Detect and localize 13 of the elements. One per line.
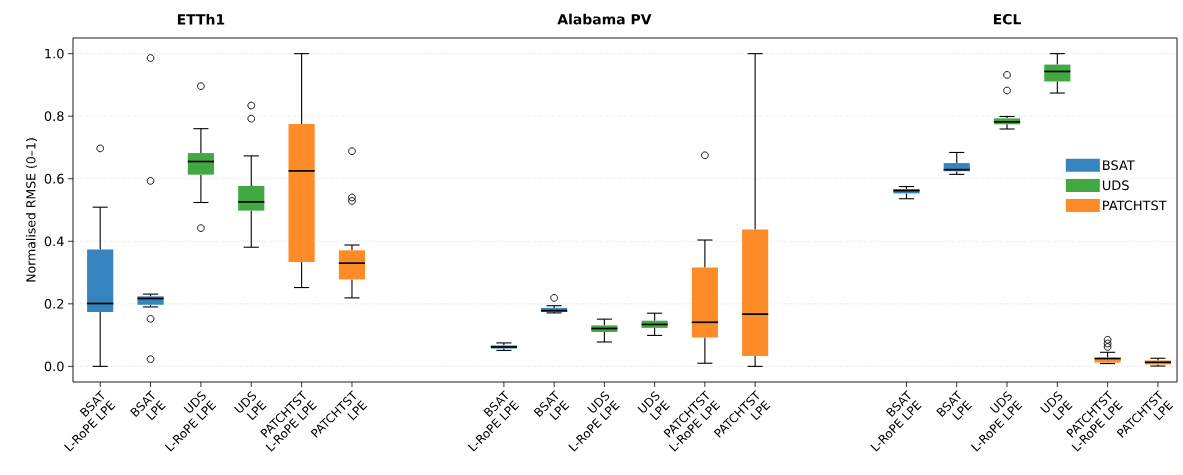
y-tick-label: 0.2 <box>44 298 64 309</box>
chart-title: ETTh1 <box>177 13 225 25</box>
y-tick-label: 0.0 <box>44 361 64 372</box>
y-tick-label: 1.0 <box>45 48 64 59</box>
legend-label: UDS <box>1102 180 1129 191</box>
y-tick-label: 0.8 <box>44 111 64 122</box>
y-tick-label: 0.4 <box>44 236 64 247</box>
chart-title: ECL <box>993 13 1021 25</box>
legend-label: BSAT <box>1103 160 1135 171</box>
legend-label: PATCHTST <box>1103 200 1167 211</box>
y-axis-title: Normalised RMSE (0–1) <box>25 138 38 282</box>
chart-title: Alabama PV <box>557 13 652 25</box>
y-tick-label: 0.6 <box>44 173 64 184</box>
